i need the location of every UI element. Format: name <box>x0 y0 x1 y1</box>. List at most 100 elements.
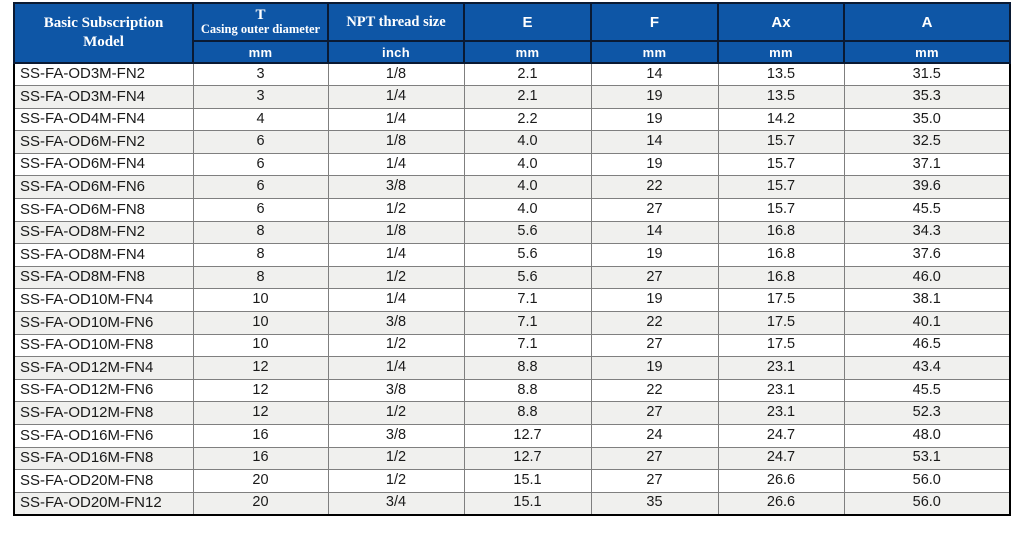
cell-value: 45.5 <box>843 378 1011 403</box>
cell-value: 15.7 <box>717 152 845 177</box>
cell-value: 8 <box>192 243 329 267</box>
cell-value: 14 <box>590 62 719 87</box>
cell-value: 16 <box>192 446 329 471</box>
table-row: SS-FA-OD8M-FN8 8 1/2 5.6 27 16.8 46.0 <box>13 265 1011 290</box>
table-row: SS-FA-OD12M-FN6 12 3/8 8.8 22 23.1 45.5 <box>13 378 1011 403</box>
cell-value: 1/8 <box>327 130 465 154</box>
cell-value: 23.1 <box>717 401 845 425</box>
cell-value: 27 <box>590 265 719 290</box>
cell-value: 15.7 <box>717 175 845 200</box>
table-row: SS-FA-OD6M-FN8 6 1/2 4.0 27 15.7 45.5 <box>13 198 1011 222</box>
cell-value: 15.1 <box>463 491 592 516</box>
cell-value: 7.1 <box>463 311 592 335</box>
cell-value: 19 <box>590 107 719 132</box>
cell-value: 46.5 <box>843 333 1011 358</box>
column-header-t-label: T <box>255 6 266 23</box>
cell-model: SS-FA-OD6M-FN8 <box>13 198 194 222</box>
cell-value: 1/4 <box>327 356 465 380</box>
cell-value: 27 <box>590 198 719 222</box>
table-row: SS-FA-OD12M-FN8 12 1/2 8.8 27 23.1 52.3 <box>13 401 1011 425</box>
cell-value: 24 <box>590 424 719 448</box>
cell-model: SS-FA-OD6M-FN2 <box>13 130 194 154</box>
cell-value: 8 <box>192 220 329 245</box>
cell-value: 24.7 <box>717 424 845 448</box>
cell-value: 3/8 <box>327 311 465 335</box>
table-row: SS-FA-OD6M-FN6 6 3/8 4.0 22 15.7 39.6 <box>13 175 1011 200</box>
cell-value: 12 <box>192 356 329 380</box>
unit-header-ax: mm <box>717 40 845 64</box>
cell-value: 2.1 <box>463 85 592 109</box>
unit-header-a: mm <box>843 40 1011 64</box>
cell-value: 31.5 <box>843 62 1011 87</box>
cell-value: 1/2 <box>327 446 465 471</box>
cell-value: 4.0 <box>463 175 592 200</box>
cell-value: 37.6 <box>843 243 1011 267</box>
cell-value: 6 <box>192 152 329 177</box>
cell-value: 4 <box>192 107 329 132</box>
cell-value: 35 <box>590 491 719 516</box>
column-header-f: F <box>590 2 719 42</box>
table-body: SS-FA-OD3M-FN2 3 1/8 2.1 14 13.5 31.5 SS-FA-OD3… <box>13 62 1011 516</box>
cell-value: 19 <box>590 152 719 177</box>
cell-value: 38.1 <box>843 288 1011 313</box>
cell-value: 40.1 <box>843 311 1011 335</box>
unit-header-npt: inch <box>327 40 465 64</box>
cell-value: 27 <box>590 401 719 425</box>
cell-value: 1/2 <box>327 265 465 290</box>
cell-value: 26.6 <box>717 491 845 516</box>
cell-value: 19 <box>590 85 719 109</box>
cell-value: 1/2 <box>327 333 465 358</box>
cell-value: 17.5 <box>717 333 845 358</box>
table-row: SS-FA-OD20M-FN8 20 1/2 15.1 27 26.6 56.0 <box>13 469 1011 493</box>
cell-model: SS-FA-OD12M-FN8 <box>13 401 194 425</box>
cell-value: 37.1 <box>843 152 1011 177</box>
cell-model: SS-FA-OD8M-FN2 <box>13 220 194 245</box>
cell-model: SS-FA-OD16M-FN8 <box>13 446 194 471</box>
cell-value: 16.8 <box>717 265 845 290</box>
table-row: SS-FA-OD6M-FN2 6 1/8 4.0 14 15.7 32.5 <box>13 130 1011 154</box>
cell-value: 1/8 <box>327 62 465 87</box>
cell-value: 27 <box>590 469 719 493</box>
cell-value: 10 <box>192 333 329 358</box>
cell-model: SS-FA-OD12M-FN4 <box>13 356 194 380</box>
cell-value: 12 <box>192 401 329 425</box>
cell-value: 3 <box>192 62 329 87</box>
cell-value: 14 <box>590 130 719 154</box>
cell-value: 8 <box>192 265 329 290</box>
cell-value: 15.1 <box>463 469 592 493</box>
cell-value: 10 <box>192 288 329 313</box>
cell-value: 19 <box>590 288 719 313</box>
cell-value: 13.5 <box>717 85 845 109</box>
cell-value: 34.3 <box>843 220 1011 245</box>
cell-value: 17.5 <box>717 311 845 335</box>
cell-value: 27 <box>590 333 719 358</box>
cell-value: 1/2 <box>327 198 465 222</box>
table-row: SS-FA-OD16M-FN8 16 1/2 12.7 27 24.7 53.1 <box>13 446 1011 471</box>
cell-value: 15.7 <box>717 130 845 154</box>
table-row: SS-FA-OD10M-FN6 10 3/8 7.1 22 17.5 40.1 <box>13 311 1011 335</box>
cell-model: SS-FA-OD20M-FN8 <box>13 469 194 493</box>
cell-value: 6 <box>192 175 329 200</box>
cell-model: SS-FA-OD6M-FN6 <box>13 175 194 200</box>
column-header-t-sublabel: Casing outer diameter <box>200 22 321 37</box>
table-row: SS-FA-OD10M-FN8 10 1/2 7.1 27 17.5 46.5 <box>13 333 1011 358</box>
cell-value: 3/4 <box>327 491 465 516</box>
cell-value: 8.8 <box>463 401 592 425</box>
cell-value: 1/4 <box>327 243 465 267</box>
cell-value: 35.3 <box>843 85 1011 109</box>
cell-model: SS-FA-OD8M-FN4 <box>13 243 194 267</box>
cell-value: 32.5 <box>843 130 1011 154</box>
cell-model: SS-FA-OD3M-FN2 <box>13 62 194 87</box>
cell-model: SS-FA-OD4M-FN4 <box>13 107 194 132</box>
table-row: SS-FA-OD8M-FN2 8 1/8 5.6 14 16.8 34.3 <box>13 220 1011 245</box>
column-header-t: T Casing outer diameter <box>192 2 329 42</box>
cell-value: 5.6 <box>463 265 592 290</box>
cell-value: 2.2 <box>463 107 592 132</box>
cell-value: 3/8 <box>327 424 465 448</box>
cell-value: 48.0 <box>843 424 1011 448</box>
unit-header-e: mm <box>463 40 592 64</box>
cell-value: 2.1 <box>463 62 592 87</box>
cell-value: 6 <box>192 130 329 154</box>
table-row: SS-FA-OD3M-FN4 3 1/4 2.1 19 13.5 35.3 <box>13 85 1011 109</box>
cell-value: 6 <box>192 198 329 222</box>
